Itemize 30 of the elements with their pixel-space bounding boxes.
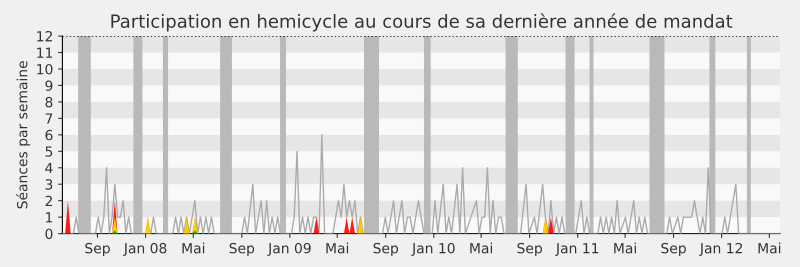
x-tick-label: Sep bbox=[85, 242, 110, 256]
x-tick-label: Mai bbox=[470, 242, 492, 254]
x-tick-label: Jan 08 bbox=[123, 242, 166, 256]
x-tick-label: Sep bbox=[661, 242, 686, 256]
x-tick-label: Sep bbox=[517, 242, 542, 256]
x-tick-label: Sep bbox=[230, 242, 254, 256]
chart-title: Participation en hemicycle au cours de sa dernière année de mandat bbox=[111, 13, 732, 32]
x-tick-label: Mai bbox=[182, 242, 204, 254]
y-tick-label: 4 bbox=[45, 162, 53, 174]
x-tick-label: Jan 09 bbox=[267, 242, 311, 256]
y-tick-label: 12 bbox=[37, 31, 52, 42]
y-tick-label: 11 bbox=[37, 48, 52, 58]
y-tick-label: 5 bbox=[46, 146, 52, 157]
y-tick-label: 1 bbox=[46, 212, 52, 222]
x-tick-label: Mai bbox=[326, 242, 348, 254]
y-tick-label: 2 bbox=[46, 196, 52, 206]
x-tick-label: Mai bbox=[614, 242, 636, 254]
y-axis-title: Séances par semaine bbox=[16, 61, 30, 208]
x-tick-label: Jan 12 bbox=[699, 242, 742, 256]
x-tick-label: Sep bbox=[374, 242, 398, 256]
x-tick-label: Mai bbox=[758, 242, 780, 254]
x-tick-label: Jan 11 bbox=[555, 243, 598, 256]
x-tick-label: Jan 10 bbox=[411, 242, 455, 256]
y-tick-label: 6 bbox=[46, 130, 52, 140]
y-tick-label: 8 bbox=[45, 96, 52, 108]
y-tick-label: 9 bbox=[45, 80, 52, 91]
y-tick-label: 10 bbox=[37, 64, 52, 74]
y-tick-label: 0 bbox=[45, 228, 52, 240]
y-tick-label: 3 bbox=[46, 179, 52, 190]
y-tick-label: 7 bbox=[46, 114, 52, 124]
